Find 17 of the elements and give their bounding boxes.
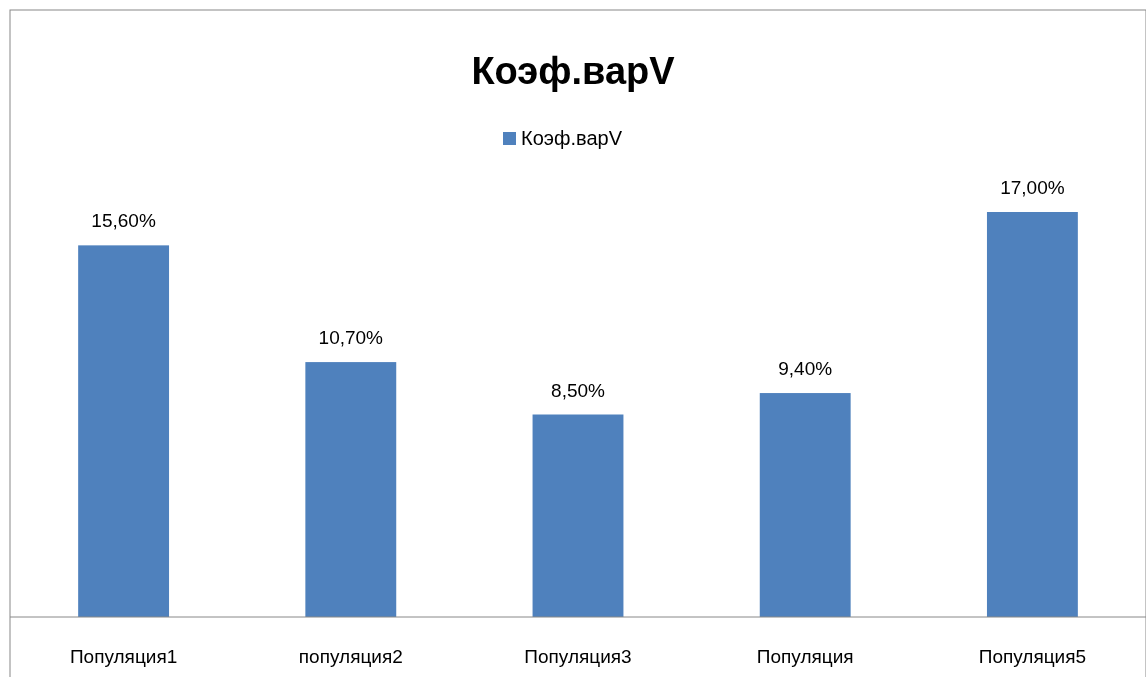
- x-tick-label: Популяция5: [978, 646, 1087, 667]
- data-label: 15,60%: [91, 210, 156, 232]
- data-label: 10,70%: [318, 327, 384, 349]
- data-label: 9,40%: [778, 358, 833, 380]
- x-tick-label: Популяция1: [69, 646, 178, 667]
- legend-label: Коэф.варV: [521, 127, 623, 149]
- x-tick-label: Популяция3: [524, 646, 632, 667]
- x-tick-label: Популяция: [756, 646, 854, 667]
- bar: [78, 245, 170, 617]
- bar: [759, 393, 851, 617]
- data-label: 17,00%: [1000, 177, 1065, 198]
- bar: [305, 362, 397, 617]
- bar: [986, 212, 1078, 617]
- x-tick-label: популяция2: [298, 646, 403, 667]
- data-label: 8,50%: [551, 379, 606, 401]
- chart-title: Коэф.варV: [471, 50, 676, 92]
- bar: [532, 414, 624, 617]
